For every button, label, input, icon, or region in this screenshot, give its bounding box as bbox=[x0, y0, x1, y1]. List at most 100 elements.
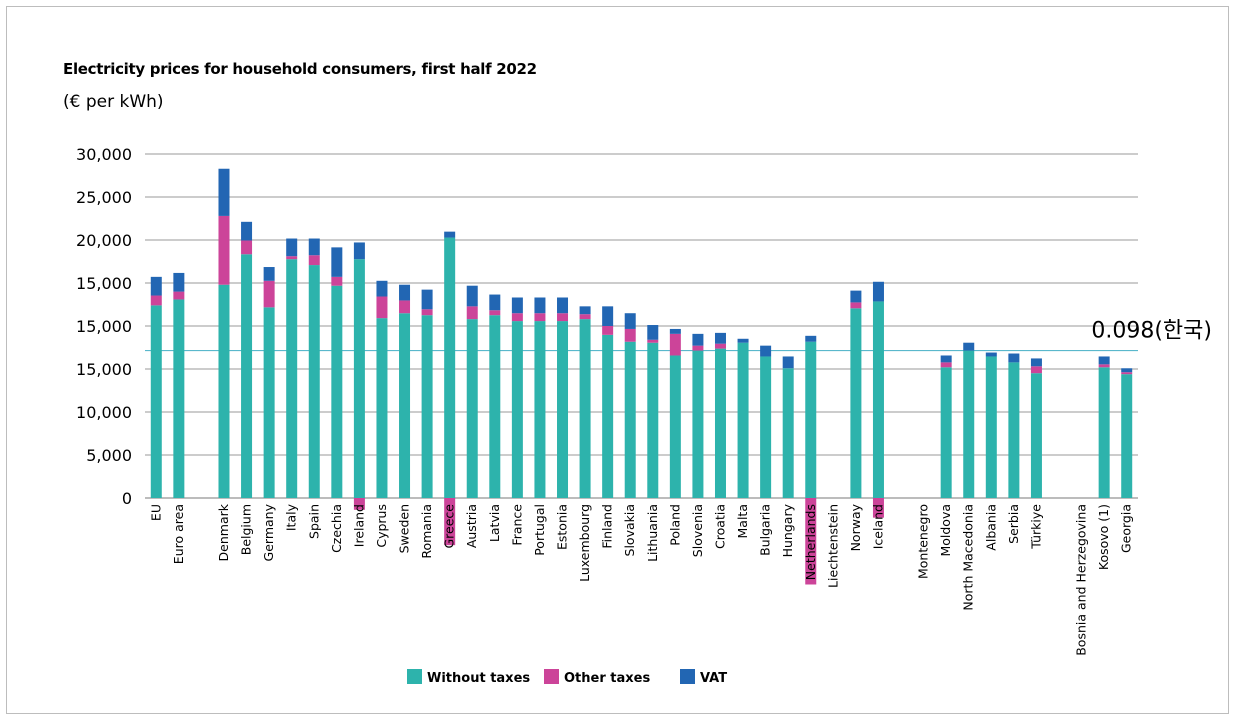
bar-without-taxes bbox=[1030, 373, 1042, 498]
x-category-label: Sweden bbox=[397, 504, 412, 553]
bar-vat bbox=[489, 294, 501, 311]
bar-without-taxes bbox=[1098, 367, 1110, 498]
bar-vat bbox=[714, 332, 726, 344]
bar-other-taxes bbox=[218, 215, 230, 285]
x-category-label: Greece bbox=[442, 504, 457, 549]
bar-without-taxes bbox=[985, 356, 997, 498]
bar-vat bbox=[647, 325, 659, 340]
bar-without-taxes bbox=[421, 315, 433, 498]
bar-vat bbox=[241, 221, 253, 241]
x-category-label: Germany bbox=[261, 503, 276, 561]
x-category-label: Lithuania bbox=[645, 504, 660, 562]
reference-line-label: 0.098(한국) bbox=[1091, 319, 1212, 344]
bar-vat bbox=[602, 306, 614, 326]
bar-vat bbox=[218, 168, 230, 216]
bar-vat bbox=[1098, 356, 1110, 365]
x-category-label: Belgium bbox=[239, 504, 254, 555]
x-category-label: Austria bbox=[464, 504, 479, 548]
bar-without-taxes bbox=[760, 356, 772, 498]
bar-vat bbox=[466, 285, 478, 307]
bar-vat bbox=[421, 289, 433, 310]
bar-other-taxes bbox=[1030, 366, 1042, 374]
bar-without-taxes bbox=[872, 301, 884, 498]
bar-vat bbox=[308, 238, 320, 256]
y-tick-label: 15,000 bbox=[76, 317, 132, 336]
x-category-label: Portugal bbox=[532, 504, 547, 556]
bar-without-taxes bbox=[624, 341, 636, 498]
bar-other-taxes bbox=[308, 255, 320, 266]
bar-vat bbox=[263, 267, 275, 281]
bar-other-taxes bbox=[173, 291, 185, 300]
x-category-label: Italy bbox=[284, 503, 299, 531]
bar-without-taxes bbox=[963, 350, 975, 498]
bar-other-taxes bbox=[602, 326, 614, 335]
chart-unit-label: (€ per kWh) bbox=[63, 92, 164, 112]
bar-vat bbox=[805, 335, 817, 342]
bar-without-taxes bbox=[353, 259, 365, 498]
bar-vat bbox=[737, 338, 749, 343]
bar-without-taxes bbox=[376, 318, 388, 498]
bar-without-taxes bbox=[850, 308, 862, 498]
x-category-label: Netherlands bbox=[803, 504, 818, 580]
bar-other-taxes bbox=[466, 306, 478, 320]
bar-vat bbox=[760, 345, 772, 357]
bar-without-taxes bbox=[466, 319, 478, 498]
bar-vat bbox=[940, 355, 952, 363]
x-category-label: Georgia bbox=[1119, 504, 1134, 553]
legend-swatch bbox=[544, 669, 559, 684]
bar-vat bbox=[150, 276, 162, 296]
bar-vat bbox=[331, 247, 343, 277]
bar-vat bbox=[963, 342, 975, 351]
bar-other-taxes bbox=[557, 313, 569, 322]
bar-vat bbox=[444, 231, 456, 238]
x-category-label: Malta bbox=[735, 504, 750, 538]
x-category-label: EU bbox=[148, 504, 163, 521]
x-category-label: Montenegro bbox=[916, 504, 931, 579]
bar-vat bbox=[1008, 353, 1020, 363]
bar-other-taxes bbox=[850, 302, 862, 309]
bar-other-taxes bbox=[331, 276, 343, 286]
x-category-label: Liechtenstein bbox=[825, 504, 840, 588]
bar-without-taxes bbox=[782, 368, 794, 498]
x-category-label: North Macedonia bbox=[961, 504, 976, 611]
bar-vat bbox=[1030, 358, 1042, 367]
bar-without-taxes bbox=[263, 307, 275, 498]
x-category-label: Czechia bbox=[329, 504, 344, 553]
x-category-label: Albania bbox=[983, 504, 998, 551]
bar-without-taxes bbox=[511, 321, 523, 498]
bar-other-taxes bbox=[534, 313, 546, 322]
bar-other-taxes bbox=[624, 328, 636, 342]
bar-other-taxes bbox=[263, 280, 275, 308]
x-category-label: Denmark bbox=[216, 503, 231, 561]
legend-label: Other taxes bbox=[564, 671, 650, 686]
bar-other-taxes bbox=[940, 362, 952, 368]
bar-other-taxes bbox=[1098, 364, 1110, 368]
y-tick-label: 10,000 bbox=[76, 403, 132, 422]
y-tick-label: 30,000 bbox=[76, 145, 132, 164]
bar-other-taxes bbox=[872, 498, 884, 518]
y-tick-label: 0 bbox=[122, 489, 132, 508]
bar-other-taxes bbox=[150, 295, 162, 306]
bar-other-taxes bbox=[421, 309, 433, 316]
bar-other-taxes bbox=[714, 343, 726, 349]
legend-swatch bbox=[680, 669, 695, 684]
bar-other-taxes bbox=[399, 300, 411, 314]
bar-vat bbox=[1121, 368, 1133, 373]
bar-vat bbox=[985, 352, 997, 357]
x-category-label: Ireland bbox=[351, 504, 366, 547]
x-category-label: Cyprus bbox=[374, 504, 389, 548]
x-category-label: Luxembourg bbox=[577, 504, 592, 582]
x-category-label: Latvia bbox=[487, 504, 502, 542]
y-tick-label: 25,000 bbox=[76, 188, 132, 207]
bar-without-taxes bbox=[489, 315, 501, 498]
bar-other-taxes bbox=[1121, 372, 1133, 375]
x-category-label: Serbia bbox=[1006, 504, 1021, 544]
bar-vat bbox=[399, 284, 411, 301]
x-category-label: Finland bbox=[600, 504, 615, 549]
bar-vat bbox=[692, 333, 704, 346]
bar-without-taxes bbox=[286, 259, 298, 498]
bar-other-taxes bbox=[647, 339, 659, 343]
bar-other-taxes bbox=[376, 296, 388, 319]
bar-without-taxes bbox=[444, 237, 456, 499]
